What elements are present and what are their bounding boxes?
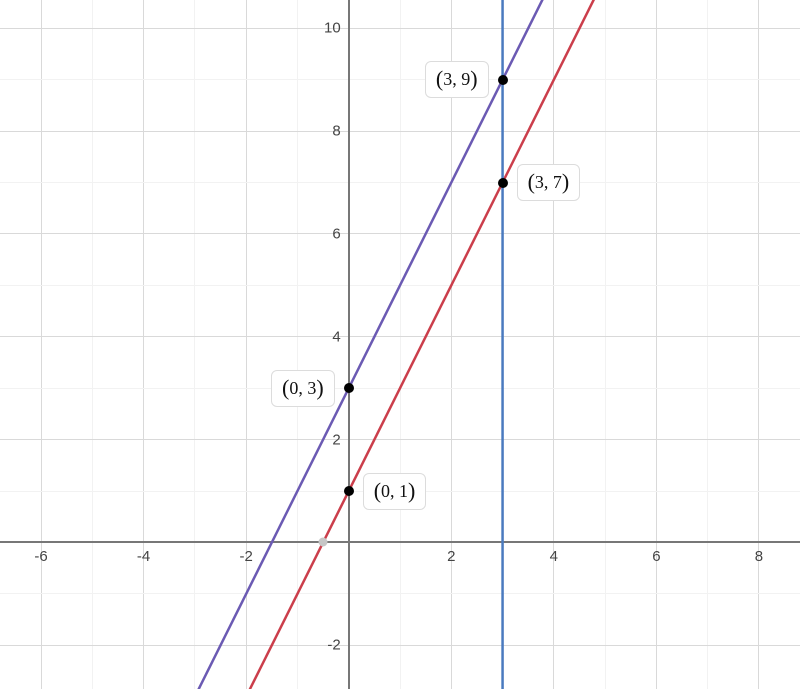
data-point — [344, 383, 354, 393]
x-tick-label: 6 — [652, 548, 660, 565]
x-tick-label: 8 — [755, 548, 763, 565]
point-label: (0, 1) — [363, 473, 427, 510]
coordinate-chart: -6 -4 -2 2 4 6 8 -2 2 4 6 8 10 (3, 9) (3, 7) (0, 3) (0,… — [0, 0, 800, 689]
y-tick-label: 8 — [332, 123, 348, 140]
red-line — [0, 0, 800, 689]
x-tick-label: 4 — [550, 548, 558, 565]
y-tick-label: 10 — [324, 20, 349, 37]
purple-line — [0, 0, 800, 689]
faded-point — [319, 538, 328, 547]
x-tick-label: -2 — [239, 548, 252, 565]
y-tick-label: 6 — [332, 225, 348, 242]
y-tick-label: 4 — [332, 328, 348, 345]
point-label: (0, 3) — [271, 370, 335, 407]
point-label: (3, 9) — [425, 61, 489, 98]
y-tick-label: 2 — [332, 431, 348, 448]
x-tick-label: 2 — [447, 548, 455, 565]
x-tick-label: -6 — [34, 548, 47, 565]
data-point — [344, 486, 354, 496]
x-tick-label: -4 — [137, 548, 150, 565]
data-point — [498, 75, 508, 85]
y-tick-label: -2 — [327, 637, 348, 654]
point-label: (3, 7) — [517, 164, 581, 201]
data-point — [498, 178, 508, 188]
line-layer — [0, 0, 800, 689]
